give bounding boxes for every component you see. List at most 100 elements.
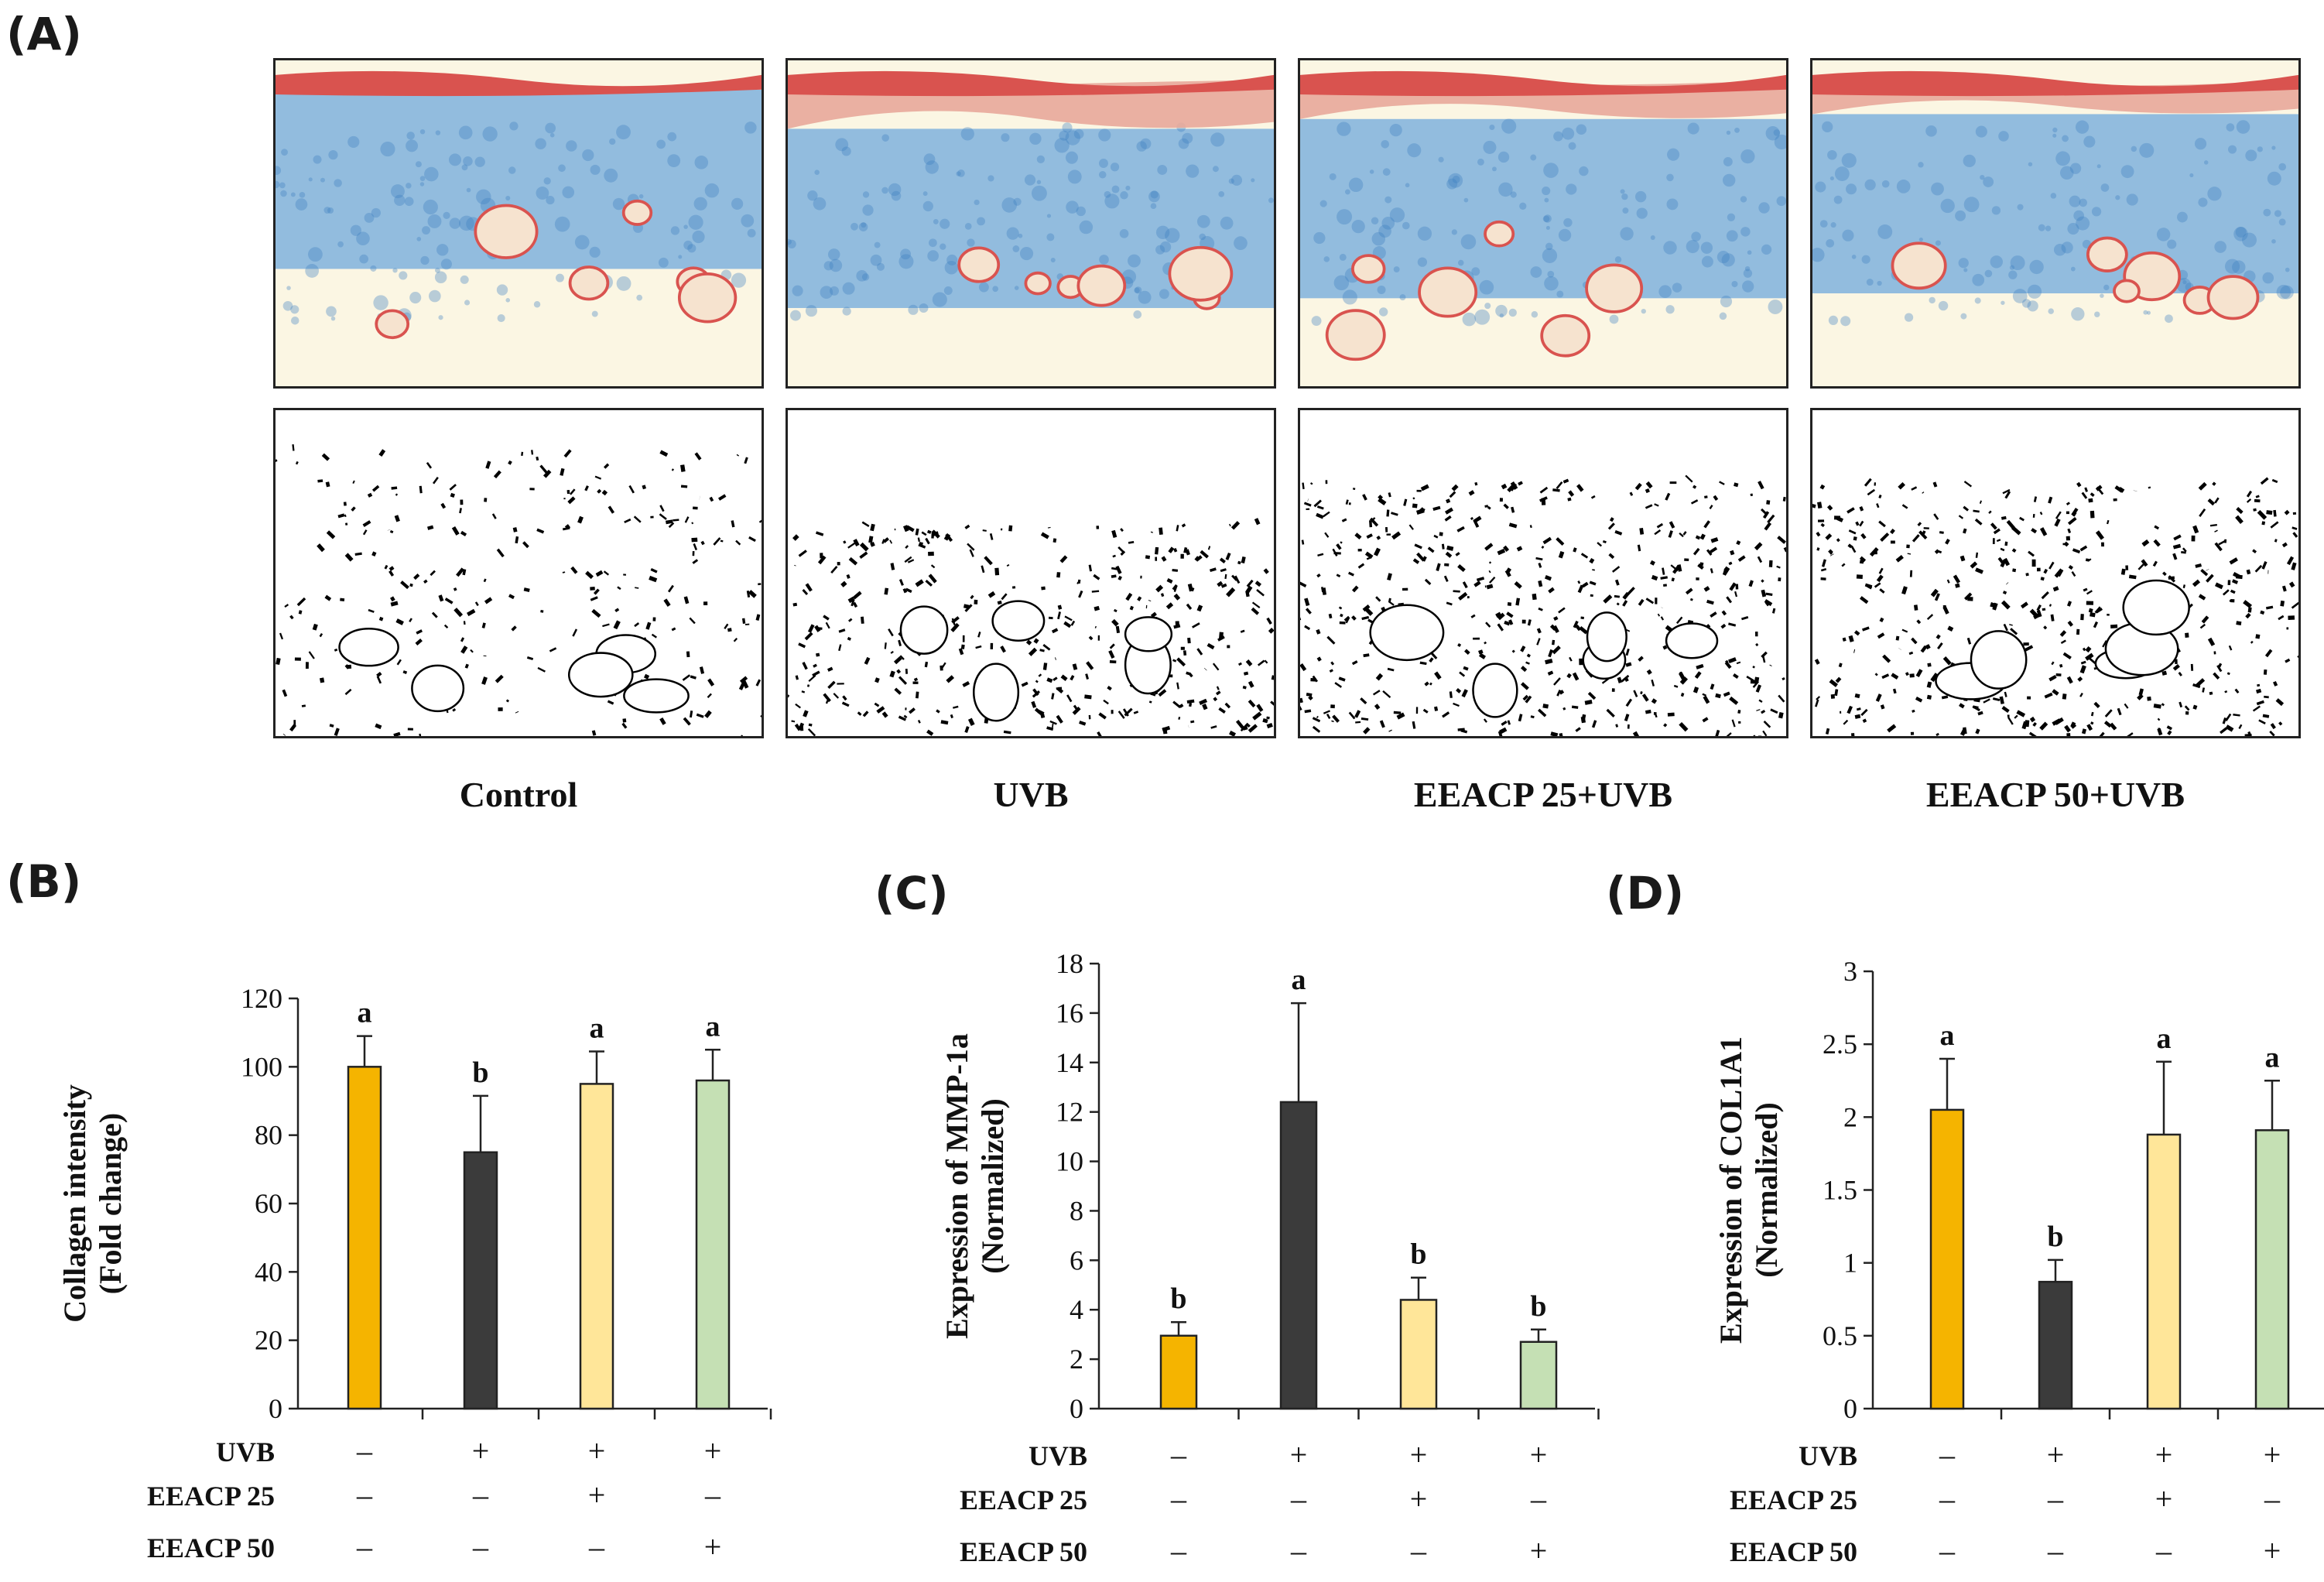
treatment-symbol: + (704, 1433, 722, 1468)
group-label-eeacp25: EEACP 25+UVB (1413, 775, 1673, 814)
significance-letter: b (2047, 1221, 2063, 1253)
chart-c: 0 2 4 6 8 10 12 14 16 18 Expression of MMP-1a (Norm… (940, 948, 1600, 1568)
treatment-symbol: – (2264, 1481, 2281, 1516)
y-axis-label: (Normalized) (975, 1098, 1010, 1274)
y-tick-label: 2.5 (1823, 1029, 1857, 1060)
treatment-symbol: – (588, 1529, 605, 1564)
y-tick-label: 0.5 (1823, 1320, 1857, 1351)
significance-letter: a (2157, 1022, 2172, 1055)
treatment-row-label: EEACP 50 (147, 1532, 275, 1563)
treatment-symbol: + (1530, 1533, 1548, 1568)
treatment-symbol: – (1530, 1481, 1547, 1516)
binary-image (1300, 410, 1786, 736)
treatment-symbol: – (2047, 1533, 2064, 1568)
bar (347, 1066, 382, 1410)
y-tick-label: 3 (1843, 956, 1857, 987)
group-label-control: Control (459, 775, 578, 814)
treatment-symbol: + (588, 1433, 606, 1468)
panel-label-c: (C) (874, 867, 949, 919)
y-tick-label: 120 (241, 983, 282, 1014)
y-axis-label: Collagen intensity (57, 1084, 92, 1323)
histology-control-binary (273, 408, 764, 738)
y-tick-label: 80 (255, 1120, 282, 1151)
treatment-row-label: EEACP 25 (147, 1481, 275, 1512)
y-tick-label: 2 (1070, 1344, 1083, 1375)
treatment-symbol: + (1290, 1437, 1308, 1472)
histology-control-stain (273, 58, 764, 389)
bar (2146, 1133, 2182, 1410)
treatment-symbol: – (1170, 1437, 1187, 1472)
significance-letter: b (1410, 1238, 1426, 1271)
treatment-symbol: – (472, 1478, 489, 1512)
bar (1929, 1108, 1965, 1410)
significance-letter: b (472, 1056, 488, 1089)
y-tick-label: 20 (255, 1325, 282, 1356)
treatment-symbol: – (1939, 1437, 1956, 1472)
treatment-symbol: + (2155, 1481, 2173, 1516)
y-tick-label: 14 (1056, 1047, 1083, 1078)
significance-letter: a (358, 997, 372, 1029)
treatment-symbol: – (2047, 1481, 2064, 1516)
treatment-symbol: – (1939, 1533, 1956, 1568)
y-tick-label: 16 (1056, 998, 1083, 1029)
bar (579, 1083, 614, 1410)
stain-image (1812, 60, 2298, 386)
group-label-uvb: UVB (993, 775, 1069, 814)
y-tick-label: 0 (1070, 1393, 1083, 1424)
treatment-symbol: – (1170, 1533, 1187, 1568)
y-tick-label: 0 (269, 1393, 282, 1424)
y-axis-label: (Normalized) (1749, 1102, 1784, 1278)
treatment-symbol: + (2047, 1437, 2065, 1472)
bar (2254, 1129, 2290, 1410)
treatment-symbol: + (1410, 1481, 1428, 1516)
significance-letter: b (1530, 1290, 1546, 1323)
bar (1519, 1341, 1558, 1410)
y-axis-label: Expression of COL1A1 (1713, 1036, 1748, 1344)
treatment-symbol: + (2264, 1533, 2281, 1568)
bar (695, 1079, 731, 1410)
treatment-row-label: EEACP 25 (960, 1484, 1087, 1515)
histology-eeacp25-stain (1298, 58, 1788, 389)
binary-image (276, 410, 762, 736)
y-tick-label: 0 (1843, 1393, 1857, 1424)
treatment-symbol: – (1410, 1533, 1427, 1568)
y-axis-label: (Fold change) (93, 1113, 128, 1294)
treatment-row-label: EEACP 25 (1730, 1484, 1857, 1515)
treatment-row-label: EEACP 50 (960, 1536, 1087, 1567)
y-tick-label: 40 (255, 1256, 282, 1287)
y-tick-label: 18 (1056, 948, 1083, 979)
y-tick-label: 1.5 (1823, 1175, 1857, 1206)
stain-image (788, 60, 1274, 386)
treatment-symbol: – (2155, 1533, 2172, 1568)
treatment-symbol: – (472, 1529, 489, 1564)
histology-eeacp50-stain (1810, 58, 2301, 389)
bar (463, 1151, 498, 1410)
panel-label-b: (B) (6, 855, 82, 908)
treatment-row-label: UVB (1799, 1440, 1857, 1471)
treatment-symbol: + (704, 1529, 722, 1564)
y-tick-label: 6 (1070, 1245, 1083, 1276)
treatment-symbol: – (356, 1529, 373, 1564)
treatment-row-label: UVB (216, 1436, 275, 1467)
stain-image (276, 60, 762, 386)
y-tick-label: 4 (1070, 1294, 1083, 1325)
treatment-symbol: – (356, 1433, 373, 1468)
y-tick-label: 1 (1843, 1248, 1857, 1279)
bar (1279, 1101, 1318, 1410)
treatment-symbol: – (1290, 1481, 1307, 1516)
significance-letter: a (1940, 1019, 1955, 1052)
treatment-symbol: – (704, 1478, 721, 1512)
histology-eeacp50-binary (1810, 408, 2301, 738)
treatment-row-label: UVB (1029, 1440, 1087, 1471)
significance-letter: a (2265, 1041, 2280, 1074)
treatment-symbol: – (356, 1478, 373, 1512)
histology-uvb-binary (786, 408, 1276, 738)
treatment-symbol: – (1939, 1481, 1956, 1516)
chart-b: 0 20 40 60 80 100 120 Collagen intensity (Fold c… (57, 983, 772, 1564)
bar (2038, 1280, 2073, 1410)
chart-d: 0 0.5 1 1.5 2 2.5 3 Expression of COL1A1 (Normal… (1713, 956, 2324, 1568)
treatment-symbol: + (588, 1478, 606, 1512)
significance-letter: b (1170, 1282, 1186, 1315)
panel-label-a: (A) (6, 8, 82, 60)
